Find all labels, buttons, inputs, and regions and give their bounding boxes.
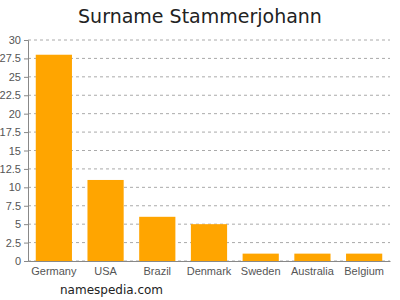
y-tick: 0 xyxy=(15,255,28,267)
x-tick: USA xyxy=(94,261,117,277)
y-tick-mark xyxy=(24,169,28,170)
y-tick-label: 2.5 xyxy=(6,237,21,249)
grid-line xyxy=(28,58,390,59)
x-axis: Germany USA Brazil Denmark Sweden Australia Be… xyxy=(29,261,391,277)
annotation: namespedia.com xyxy=(60,283,163,297)
y-tick: 22.5 xyxy=(0,89,28,101)
x-tick: Belgium xyxy=(344,261,384,277)
y-tick-mark xyxy=(24,58,28,59)
bars xyxy=(36,55,382,261)
y-tick-mark xyxy=(24,40,28,41)
y-tick-mark xyxy=(24,261,28,262)
grid-line xyxy=(28,187,390,188)
bar xyxy=(191,224,227,261)
bar xyxy=(294,254,330,261)
y-tick: 7.5 xyxy=(6,200,28,212)
x-axis-line xyxy=(29,261,391,262)
y-tick: 2.5 xyxy=(6,237,28,249)
grid-line xyxy=(28,150,390,151)
title: Surname Stammerjohann xyxy=(78,5,322,27)
y-tick-label: 30 xyxy=(9,34,21,46)
bar xyxy=(346,254,382,261)
y-tick-label: 0 xyxy=(15,255,21,267)
y-tick-mark xyxy=(24,187,28,188)
y-axis-line xyxy=(24,41,29,262)
x-tick-label: Denmark xyxy=(187,265,232,277)
x-tick-label: Australia xyxy=(291,265,335,277)
y-tick-label: 5 xyxy=(15,218,21,230)
y-tick: 17.5 xyxy=(0,126,28,138)
y-tick: 15 xyxy=(9,145,28,157)
y-tick-mark xyxy=(24,224,28,225)
y-tick: 20 xyxy=(9,108,28,120)
x-tick-label: Brazil xyxy=(144,265,172,277)
grid-line xyxy=(28,205,390,206)
grid-line xyxy=(28,76,390,77)
grid-line xyxy=(28,132,390,133)
grid-line xyxy=(28,168,390,169)
y-tick-mark xyxy=(24,114,28,115)
plot: 0 2.5 5 7.5 10 12.5 15 17.5 20 22.5 25 27.5 30 German… xyxy=(0,34,391,277)
bar xyxy=(139,217,175,261)
y-tick-mark xyxy=(24,243,28,244)
y-tick-label: 27.5 xyxy=(0,52,21,64)
grid-line xyxy=(28,113,390,114)
y-tick-label: 10 xyxy=(9,181,21,193)
y-axis: 0 2.5 5 7.5 10 12.5 15 17.5 20 22.5 25 27.5 30 xyxy=(0,34,29,267)
y-tick: 27.5 xyxy=(0,52,28,64)
x-tick: Sweden xyxy=(241,261,281,277)
x-tick-label: USA xyxy=(94,265,117,277)
y-tick-label: 25 xyxy=(9,71,21,83)
y-tick-label: 15 xyxy=(9,145,21,157)
y-tick: 25 xyxy=(9,71,28,83)
x-tick-label: Germany xyxy=(31,265,77,277)
y-tick-mark xyxy=(24,95,28,96)
bar xyxy=(87,180,123,261)
y-tick: 10 xyxy=(9,181,28,193)
x-tick: Denmark xyxy=(187,261,232,277)
grid-line xyxy=(28,95,390,96)
y-tick-label: 12.5 xyxy=(0,163,21,175)
y-tick: 12.5 xyxy=(0,163,28,175)
y-tick-mark xyxy=(24,77,28,78)
x-tick-label: Belgium xyxy=(344,265,384,277)
y-tick-mark xyxy=(24,151,28,152)
x-tick: Brazil xyxy=(144,261,172,277)
y-tick-mark xyxy=(24,132,28,133)
y-tick-mark xyxy=(24,206,28,207)
y-tick-label: 7.5 xyxy=(6,200,21,212)
y-tick-label: 20 xyxy=(9,108,21,120)
bar xyxy=(36,55,72,261)
y-tick: 5 xyxy=(15,218,28,230)
y-tick-label: 17.5 xyxy=(0,126,21,138)
grid xyxy=(28,40,390,261)
x-tick-label: Sweden xyxy=(241,265,281,277)
chart: Surname Stammerjohann 0 2.5 5 7.5 10 12.5 15 17.… xyxy=(0,0,400,300)
bar xyxy=(243,254,279,261)
grid-line xyxy=(28,40,390,41)
x-tick: Australia xyxy=(291,261,335,277)
x-tick: Germany xyxy=(31,261,77,277)
y-tick: 30 xyxy=(9,34,28,46)
y-tick-label: 22.5 xyxy=(0,89,21,101)
